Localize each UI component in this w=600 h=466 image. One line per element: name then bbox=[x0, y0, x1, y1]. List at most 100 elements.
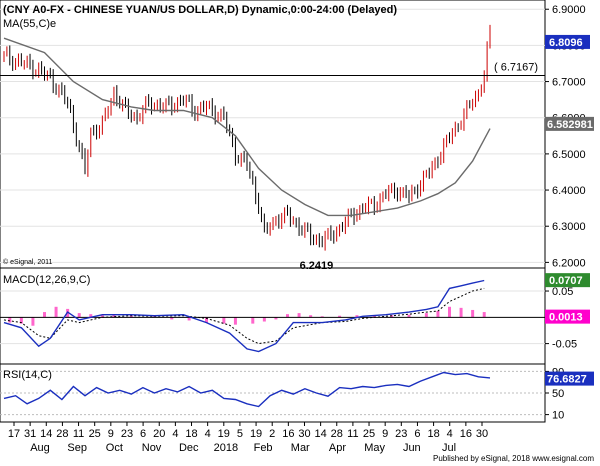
macd-histogram-bar bbox=[19, 317, 23, 324]
price-y-tick-label: 6.2000 bbox=[552, 257, 586, 269]
macd-histogram-bar bbox=[309, 315, 313, 318]
last-price-value: 6.8096 bbox=[549, 37, 583, 49]
macd-histogram-bar bbox=[448, 306, 451, 318]
x-month-label: May bbox=[364, 442, 385, 454]
macd-histogram-bar bbox=[31, 317, 35, 326]
x-tick-label: 25 bbox=[363, 428, 375, 440]
x-tick-label: 6 bbox=[140, 428, 146, 440]
x-tick-label: 19 bbox=[250, 428, 262, 440]
macd-histogram-bar bbox=[436, 311, 440, 318]
price-y-tick-label: 6.3000 bbox=[552, 221, 586, 233]
x-tick-label: 25 bbox=[89, 428, 101, 440]
x-tick-label: 14 bbox=[314, 428, 326, 440]
macd-histogram-bar bbox=[338, 315, 342, 318]
x-tick-label: 18 bbox=[185, 428, 197, 440]
ma-line bbox=[3, 37, 491, 217]
macd-histogram-bar bbox=[320, 316, 324, 318]
rsi-panel-title: RSI(14,C) bbox=[3, 369, 52, 381]
x-month-label: Mar bbox=[291, 442, 310, 454]
low-label: 6.2419 bbox=[300, 260, 334, 272]
x-month-label: 2018 bbox=[214, 442, 238, 454]
signal-tag-box bbox=[545, 309, 590, 324]
price-panel bbox=[0, 0, 546, 269]
macd-histogram-bar bbox=[187, 317, 191, 321]
x-month-label: Apr bbox=[329, 442, 346, 454]
x-tick-label: 16 bbox=[460, 428, 472, 440]
x-tick-label: 28 bbox=[56, 428, 68, 440]
macd-histogram-bar bbox=[274, 317, 278, 320]
macd-histogram-bar bbox=[459, 307, 463, 318]
price-y-tick-label: 6.7000 bbox=[552, 77, 586, 89]
rsi-tag-box bbox=[545, 371, 594, 386]
last-price-tag: 6.8096 bbox=[545, 34, 590, 49]
price-y-tick-label: 6.5000 bbox=[552, 149, 586, 161]
macd-panel-title: MACD(12,26,9,C) bbox=[3, 274, 90, 286]
ma-indicator-label: MA(55,C)e bbox=[3, 18, 56, 30]
x-tick-label: 11 bbox=[73, 428, 84, 440]
x-month-label: Jun bbox=[403, 442, 421, 454]
macd-y-tick-label: -0.05 bbox=[552, 339, 577, 351]
x-tick-label: 20 bbox=[153, 428, 165, 440]
macd-tag: 0.0707 bbox=[545, 273, 590, 288]
macd-histogram-bar bbox=[89, 314, 93, 318]
macd-histogram-bar bbox=[262, 317, 266, 322]
macd-histogram-bar bbox=[286, 314, 289, 318]
x-tick-label: 4 bbox=[205, 428, 211, 440]
signal-tag: 0.0013 bbox=[545, 309, 590, 324]
x-tick-label: 4 bbox=[172, 428, 178, 440]
x-tick-label: 11 bbox=[347, 428, 358, 440]
x-month-label: Nov bbox=[142, 442, 162, 454]
macd-histogram-bar bbox=[372, 315, 376, 318]
macd-histogram-bar bbox=[471, 309, 475, 318]
macd-histogram-bar bbox=[77, 313, 81, 318]
x-tick-label: 9 bbox=[108, 428, 114, 440]
x-tick-label: 18 bbox=[427, 428, 439, 440]
x-tick-label: 23 bbox=[395, 428, 407, 440]
macd-histogram-bar bbox=[407, 314, 411, 318]
macd-histogram-bar bbox=[482, 312, 486, 318]
signal-line bbox=[3, 287, 485, 345]
resistance-label: ( 6.7167) bbox=[494, 62, 538, 74]
rsi-line bbox=[3, 371, 491, 408]
macd-histogram-bar bbox=[297, 313, 301, 318]
price-grid bbox=[0, 8, 549, 263]
last-price-tag-box bbox=[545, 34, 590, 49]
macd-histogram-bar bbox=[222, 317, 226, 324]
copyright-label: © eSignal, 2011 bbox=[3, 258, 53, 266]
macd-histogram-bar bbox=[54, 306, 58, 318]
macd-histogram-bar bbox=[43, 312, 46, 318]
x-tick-label: 17 bbox=[8, 428, 20, 440]
x-month-label: Dec bbox=[179, 442, 199, 454]
macd-histogram-bar bbox=[8, 317, 12, 323]
ma-tag: 6.582981 bbox=[545, 116, 594, 131]
macd-histogram-bar bbox=[424, 313, 428, 318]
x-tick-label: 16 bbox=[282, 428, 294, 440]
rsi-y-tick-label: 50 bbox=[552, 388, 564, 400]
x-tick-label: 23 bbox=[121, 428, 133, 440]
macd-histogram-bar bbox=[170, 317, 174, 320]
rsi-grid bbox=[0, 370, 549, 416]
x-tick-label: 31 bbox=[24, 428, 36, 440]
x-month-label: Sep bbox=[67, 442, 87, 454]
x-axis-month-labels: Aug Sep Oct Nov Dec 2018 Feb Mar Apr May Jun Jul bbox=[30, 442, 456, 454]
x-tick-label: 4 bbox=[447, 428, 453, 440]
ma-value: 6.582981 bbox=[547, 119, 593, 131]
signal-value: 0.0013 bbox=[549, 312, 583, 324]
macd-histogram-bar bbox=[205, 317, 208, 323]
macd-grid bbox=[0, 290, 549, 345]
macd-histogram-bar bbox=[233, 317, 237, 325]
macd-value: 0.0707 bbox=[549, 275, 583, 287]
x-tick-label: 28 bbox=[331, 428, 343, 440]
x-month-label: Jul bbox=[442, 442, 456, 454]
macd-histogram-bar bbox=[355, 315, 359, 318]
x-tick-label: 6 bbox=[414, 428, 420, 440]
x-tick-label: 30 bbox=[298, 428, 310, 440]
macd-histogram-bar bbox=[251, 317, 255, 324]
price-y-tick-label: 6.4000 bbox=[552, 185, 586, 197]
macd-y-tick-labels: 0.05 -0.05 bbox=[552, 286, 577, 351]
footer-credit: Published by eSignal, 2018 www.esignal.c… bbox=[433, 454, 594, 463]
x-tick-label: 2 bbox=[269, 428, 275, 440]
x-axis-tick-labels: 17 31 14 28 11 25 9 23 6 20 4 18 4 19 5 19 2 16 30 14 28 11 25… bbox=[8, 422, 488, 440]
price-y-tick-label: 6.9000 bbox=[552, 4, 586, 16]
